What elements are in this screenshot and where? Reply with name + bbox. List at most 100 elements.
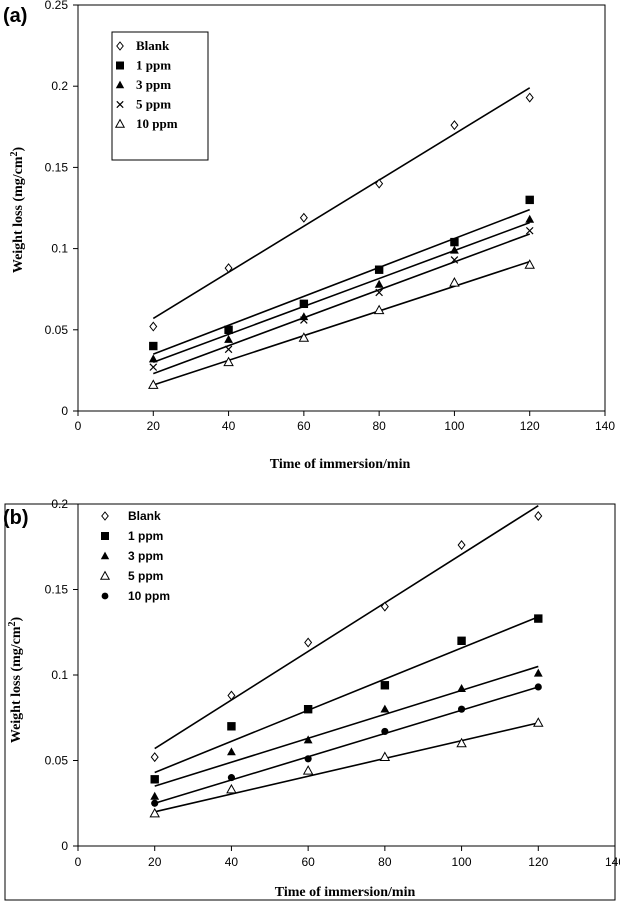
panel-b-data-point [381,727,389,735]
panel-a-data-point [373,304,385,315]
panel-a-legend-marker [116,100,124,109]
panel-b-legend-box [95,509,205,640]
panel-b-data-point [534,683,542,691]
panel-a-x-tick-label: 100 [444,419,464,433]
panel-a-y-axis-title-sup: 2 [9,152,20,157]
panel-a-y-tick-label: 0.2 [51,79,68,93]
panel-b-data-point [380,681,390,690]
panel-b-legend-marker [100,551,110,560]
panel-a-legend-marker-stroke [116,100,124,109]
panel-a-legend-marker [115,80,125,89]
panel-a-legend-label: 5 ppm [136,97,171,112]
panel-a-data-point [300,316,308,324]
panel-b-series-1 [150,614,543,784]
panel-a-data-point [374,265,384,274]
panel-a-x-tick-label: 60 [297,419,311,433]
panel-a-series-3 [149,226,534,375]
panel-a-legend-label: 1 ppm [136,58,171,73]
panel-b-series-4 [151,683,542,807]
panel-a-fit-line [152,87,531,320]
panel-a-legend-label: Blank [136,38,170,53]
panel-b-legend-label: 10 ppm [128,589,170,603]
panel-b-data-point [151,799,159,807]
panel-b-legend-marker [99,570,111,580]
panel-a-data-point [450,120,459,131]
panel-b-data-point [227,690,236,701]
panel-b-plot-frame [4,503,616,901]
panel-a-data-point [224,263,233,274]
panel-b-data-point [149,807,160,818]
panel-a-data-point [525,214,535,223]
panel-b-y-axis-title: Weight loss (mg/cm2) [7,617,24,744]
panel-a-legend: Blank 1 ppm 3 ppm 5 ppm 10 ppm [111,31,209,161]
panel-b-data-point [533,717,544,727]
panel-a-y-tick-label: 0.1 [51,242,68,256]
panel-b-x-tick-label: 140 [605,855,620,869]
panel-b-legend-marker [101,592,109,600]
panel-a-series-4 [148,259,535,389]
panel-b-x-tick-label: 60 [301,855,315,869]
panel-b-fit-line [154,505,539,750]
panel-a-plot-frame [77,4,606,412]
panel-b-series-3 [149,717,544,818]
panel-b-x-tick-label: 120 [528,855,548,869]
panel-a-data-point [149,341,158,351]
panel-a-label: (a) [3,5,27,27]
panel-a-x-tick-label: 20 [147,419,161,433]
panel-b-y-tick-label: 0.15 [45,583,69,597]
panel-a-data-point [375,178,384,189]
panel-b-data-point [458,705,466,713]
panel-b-y-axis-title-base: Weight loss (mg/cm [9,626,24,743]
panel-b-y-tick-label: 0.2 [51,497,68,511]
panel-a-data-point [525,226,534,235]
panel-a-fit-line [153,260,530,386]
panel-b-data-point [150,752,159,763]
panel-b-data-point [150,791,160,800]
panel-a-data-point [525,195,534,205]
panel-a-data-point [224,325,233,334]
panel-b-legend-label: 5 ppm [128,569,163,583]
panel-a-x-tick-label: 140 [595,419,615,433]
panel-a-data-point-stroke [149,363,158,371]
panel-a-x-tick-label: 0 [75,419,82,433]
panel-b-legend-marker [101,532,109,540]
panel-b-fit-line [154,665,539,787]
panel-a-legend-marker [116,41,124,51]
panel-a-series-1 [149,195,534,355]
panel-a-data-point [450,256,459,264]
panel-a-data-point [450,237,459,247]
panel-b-data-point [380,704,390,713]
panel-a-data-point [374,279,384,288]
panel-b-y-tick-label: 0.05 [45,754,69,768]
panel-a-y-tick-label: 0.25 [45,0,69,12]
panel-b-y-tick-label: 0.1 [51,668,68,682]
panel-b-series-2 [150,665,543,800]
panel-b-label: (b) [3,507,29,529]
panel-a-fit-line [153,221,530,364]
panel-a-data-point-stroke [224,345,233,354]
panel-b-data-point [380,601,389,612]
panel-b-legend-label: 1 ppm [128,529,163,543]
panel-a-y-axis-title-base: Weight loss (mg/cm [11,156,26,273]
panel-a-data-point [224,334,233,343]
panel-b-fit-line [154,616,539,774]
panel-b-data-point [379,751,391,761]
panel-a-data-point [149,321,158,332]
panel-b-legend: Blank 1 ppm 3 ppm 5 ppm 10 ppm [95,509,205,640]
panel-a-legend-marker [114,118,126,128]
panel-b-data-point [533,668,543,677]
panel-a-x-tick-label: 40 [222,419,236,433]
panel-b-fit-line [154,722,539,813]
panel-a-series-2 [148,214,535,364]
panel-a-data-point [449,277,460,287]
panel-a-data-point [299,299,309,309]
panel-b-data-point [457,636,466,645]
panel-a-data-point-stroke [300,316,308,324]
panel-a-data-point [524,259,535,269]
panel-b-x-tick-label: 20 [148,855,162,869]
panel-a-y-tick-label: 0 [61,404,68,418]
panel-b-x-tick-label: 40 [225,855,239,869]
panel-b-data-point [456,737,467,748]
panel-b-data-point [534,510,543,521]
panel-a-data-point-stroke [450,256,459,264]
